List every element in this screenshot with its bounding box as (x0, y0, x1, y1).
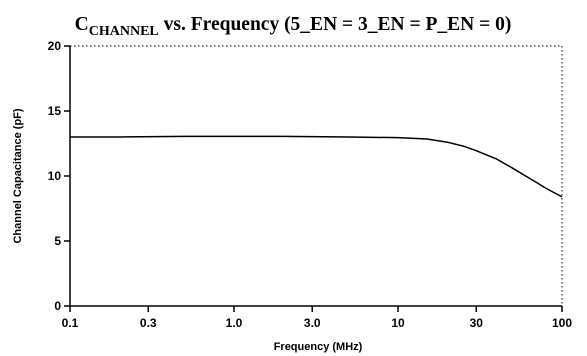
y-axis-label: Channel Capacitance (pF) (12, 108, 24, 243)
x-tick-label: 3.0 (304, 316, 321, 330)
chart-title-suffix: vs. Frequency (5_EN = 3_EN = P_EN = 0) (159, 14, 512, 35)
y-tick-label: 20 (48, 39, 62, 53)
y-tick-label: 0 (54, 299, 61, 313)
x-axis-ticks: 0.1 0.3 1.0 3.0 10 30 100 (62, 306, 572, 330)
x-axis-label: Frequency (MHz) (274, 341, 363, 353)
x-tick-label: 30 (470, 316, 484, 330)
series-line (70, 135, 563, 198)
chart-title: CCHANNEL vs. Frequency (5_EN = 3_EN = P_… (75, 14, 512, 39)
plot-frame (69, 45, 563, 307)
y-tick-label: 10 (48, 169, 62, 183)
chart-title-subscript: CHANNEL (89, 24, 159, 39)
x-tick-label: 0.1 (62, 316, 79, 330)
x-tick-label: 100 (552, 316, 572, 330)
y-tick-label: 15 (48, 104, 62, 118)
y-tick-label: 5 (54, 234, 61, 248)
x-tick-label: 1.0 (226, 316, 243, 330)
series-layer (70, 135, 563, 198)
chart-title-prefix: C (75, 14, 89, 35)
x-tick-label: 10 (391, 316, 405, 330)
x-tick-label: 0.3 (140, 316, 157, 330)
y-axis-ticks: 0 5 10 15 20 (48, 39, 70, 313)
